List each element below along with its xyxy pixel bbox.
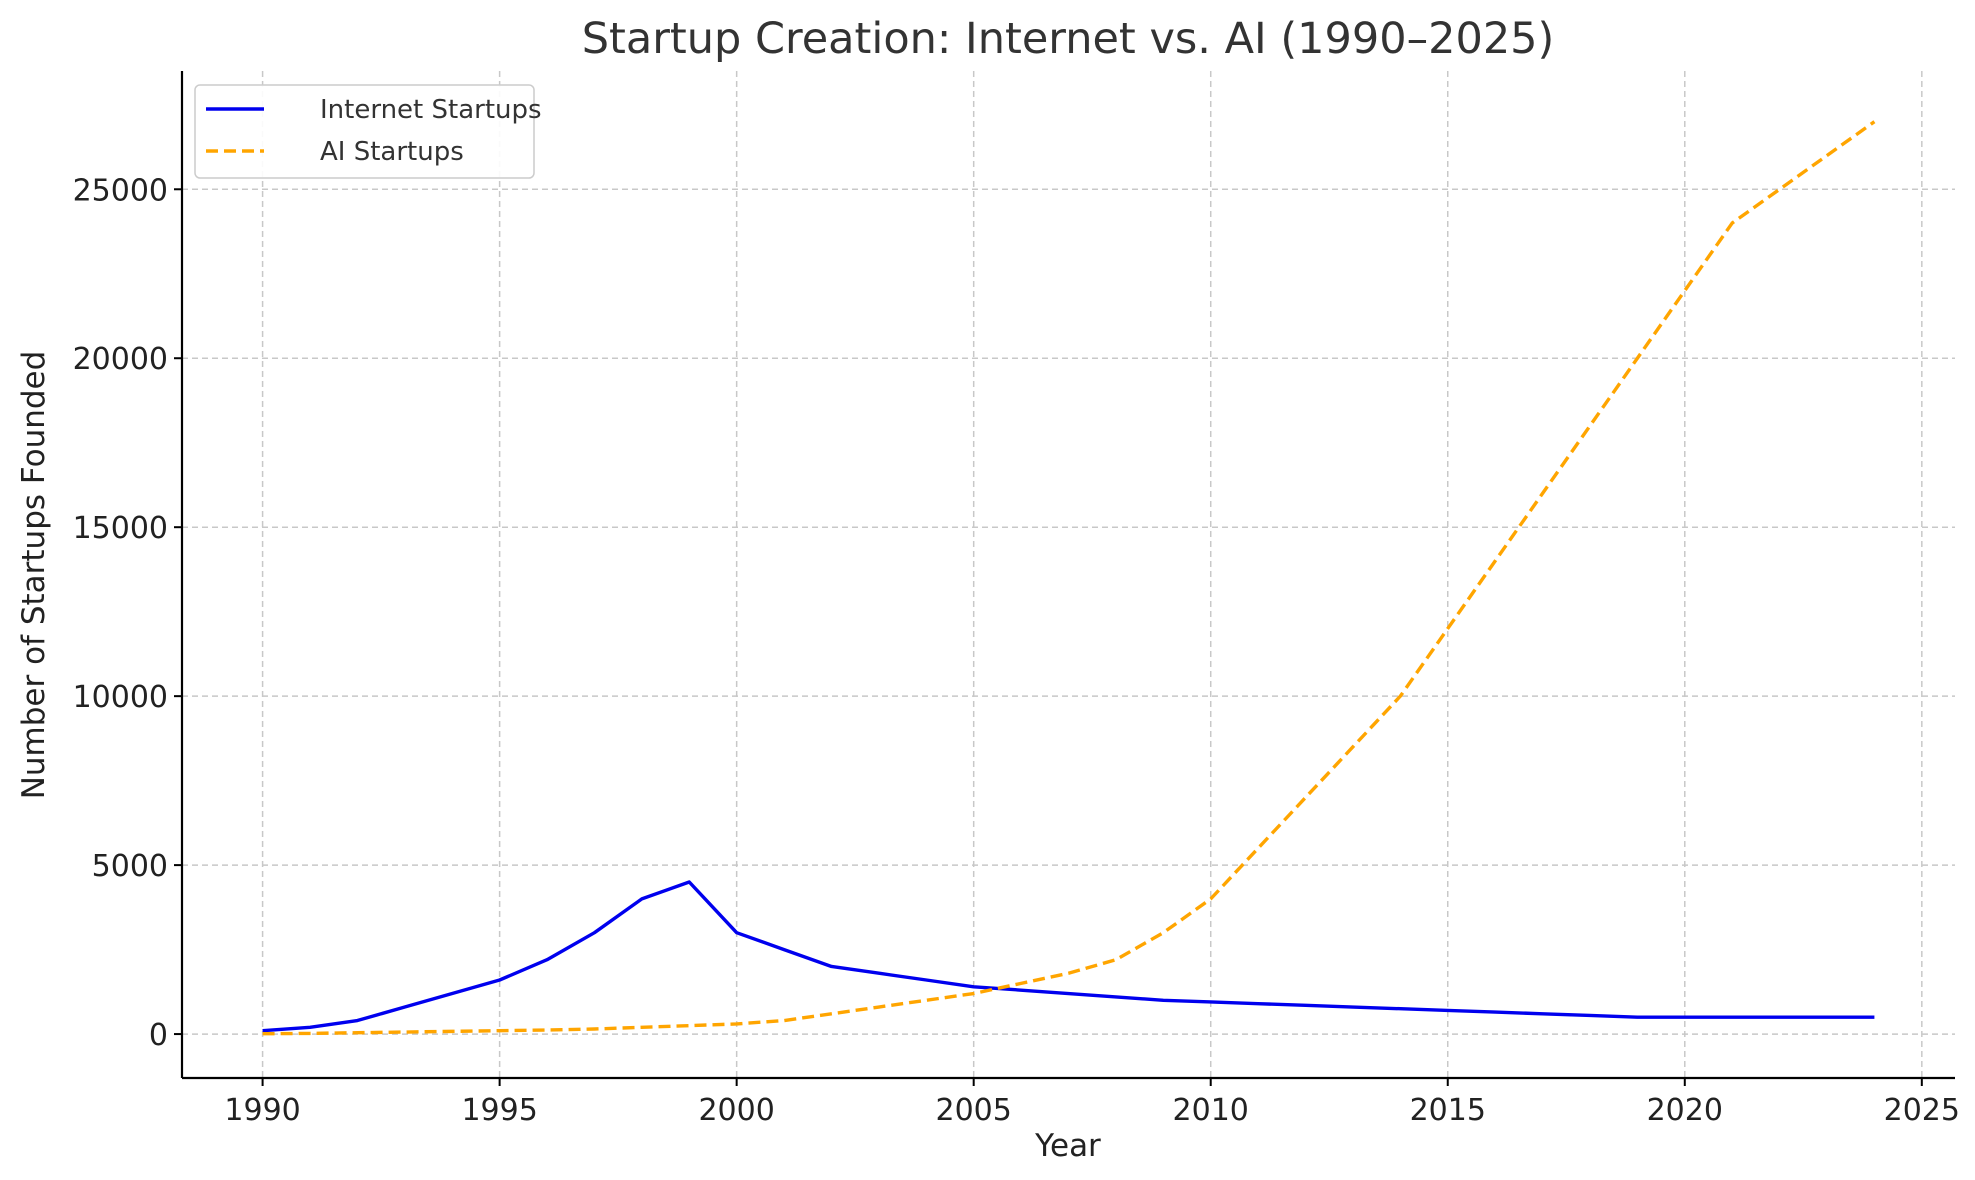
x-tick-label-2020: 2020	[1647, 1093, 1723, 1128]
series-lines	[262, 120, 1876, 1036]
grid-lines	[182, 71, 1955, 1078]
x-tick-label-2010: 2010	[1173, 1093, 1249, 1128]
x-ticks: 1990 1995 2000 2005 2010 2015 2020 2025	[224, 1078, 1960, 1128]
legend: Internet Startups AI Startups	[194, 84, 542, 179]
y-tick-label-10000: 10000	[73, 680, 168, 715]
chart-title: Startup Creation: Internet vs. AI (1990–…	[582, 14, 1555, 64]
y-ticks: 0 5000 10000 15000 20000 25000	[73, 173, 182, 1053]
x-axis-label: Year	[1034, 1128, 1101, 1164]
legend-box	[194, 84, 535, 179]
x-tick-label-1995: 1995	[461, 1093, 537, 1128]
series-line-ai-startups	[262, 120, 1876, 1036]
x-tick-label-2005: 2005	[936, 1093, 1012, 1128]
y-tick-label-15000: 15000	[73, 511, 168, 546]
y-tick-label-5000: 5000	[92, 849, 168, 884]
y-tick-label-20000: 20000	[73, 342, 168, 377]
y-tick-label-25000: 25000	[73, 173, 168, 208]
legend-label-ai-startups: AI Startups	[320, 137, 464, 167]
axes	[180, 71, 1955, 1080]
y-axis-label: Number of Startups Founded	[16, 351, 52, 800]
y-tick-label-0: 0	[149, 1018, 168, 1053]
x-tick-label-2025: 2025	[1884, 1093, 1960, 1128]
x-tick-label-1990: 1990	[224, 1093, 300, 1128]
series-line-internet-startups	[262, 880, 1875, 1033]
x-tick-label-2015: 2015	[1410, 1093, 1486, 1128]
legend-label-internet-startups: Internet Startups	[320, 95, 542, 125]
x-tick-label-2000: 2000	[698, 1093, 774, 1128]
